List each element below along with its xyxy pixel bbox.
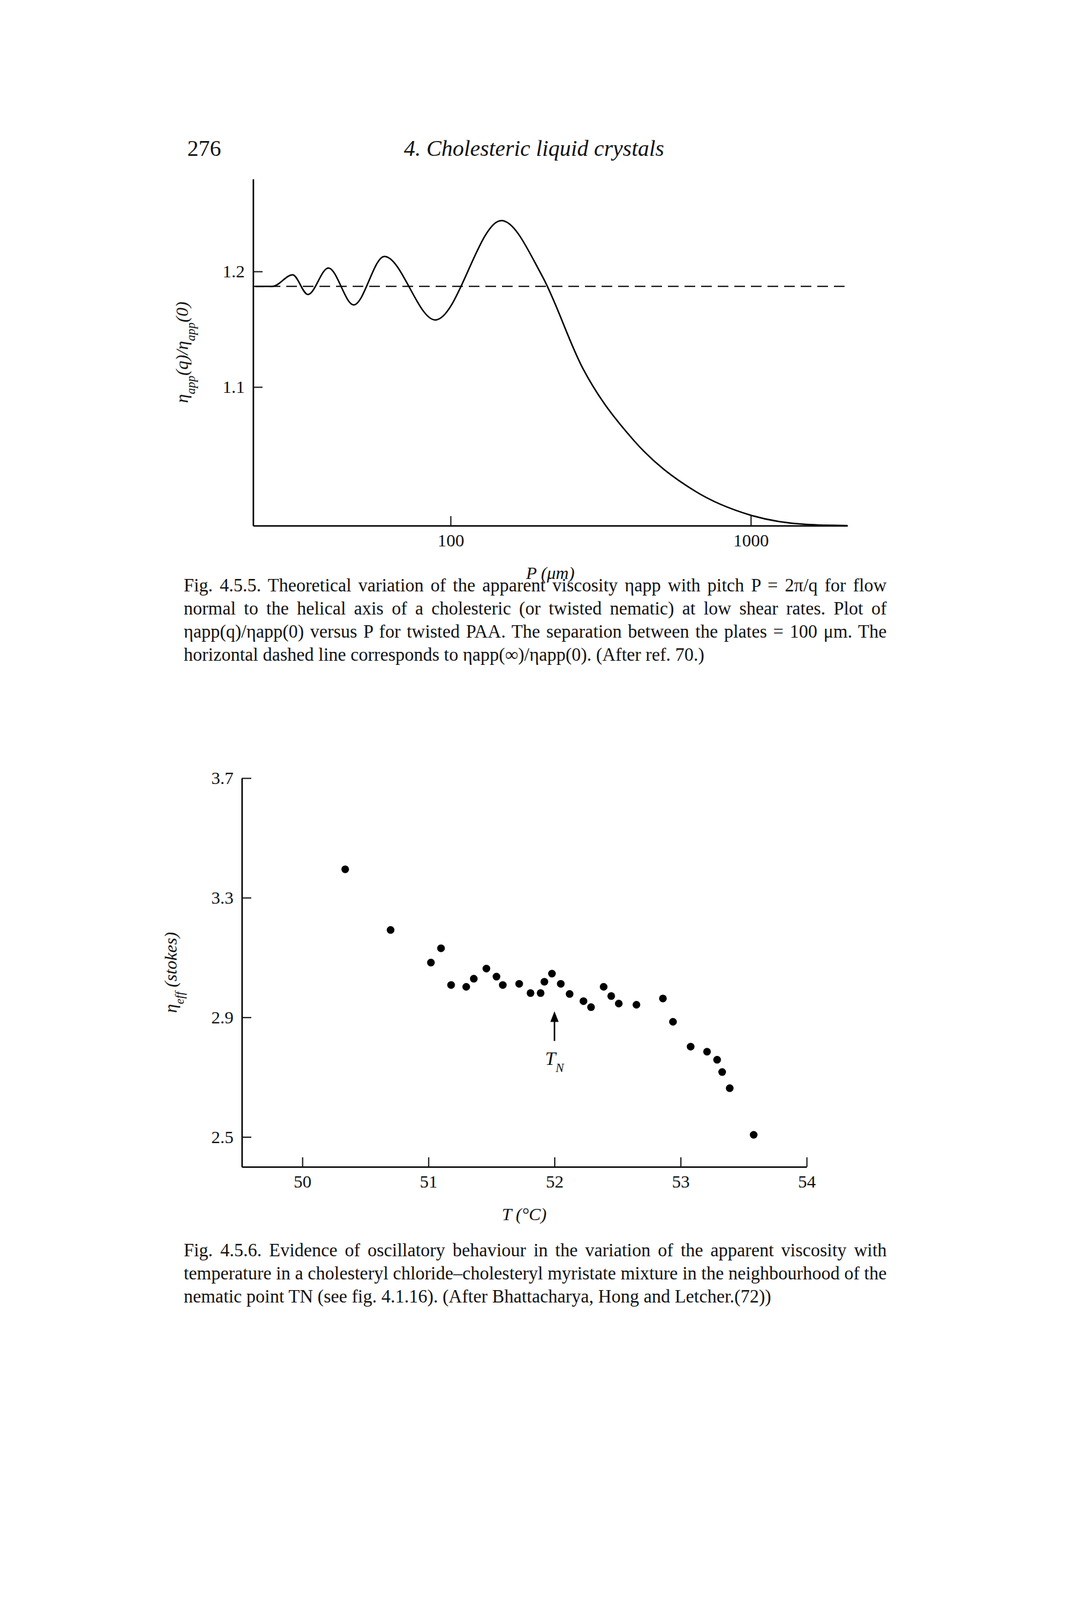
data-point [427, 958, 436, 967]
caption: Fig. 4.5.5. Theoretical variation of the… [183, 573, 887, 667]
y-tick: 1.2 [222, 261, 264, 281]
y-tick-mark [241, 1017, 252, 1019]
page-number: 276 [187, 135, 222, 162]
y-tick-label: 2.5 [211, 1127, 235, 1147]
x-tick-mark [750, 516, 752, 526]
data-point [669, 1018, 677, 1026]
y-axis-title: ηeff (stokes) [160, 932, 187, 1014]
data-point [749, 1131, 758, 1140]
data-point [712, 1056, 721, 1064]
y-axis: 2.5 2.9 3.3 3.7 [211, 768, 252, 1167]
x-tick: 53 [672, 1157, 690, 1192]
caption: Fig. 4.5.6. Evidence of oscillatory beha… [183, 1238, 887, 1309]
data-point [702, 1047, 711, 1056]
data-point [341, 865, 350, 874]
y-axis-title: ηapp(q)/ηapp(0) [171, 301, 198, 404]
x-tick: 50 [293, 1157, 312, 1192]
y-tick: 2.9 [211, 1007, 252, 1028]
x-axis-title: T (°C) [501, 1204, 548, 1225]
y-tick-label: 2.9 [211, 1007, 235, 1028]
x-tick-mark [450, 516, 452, 526]
y-axis: 1.1 1.2 [222, 179, 264, 527]
data-point [447, 981, 456, 990]
data-point [482, 964, 491, 973]
data-point [462, 983, 470, 991]
page-svg: 100 1000 1.1 1.2 P (μm) ηapp(q)/ηapp(0) 50 51 52… [0, 0, 1068, 1600]
x-tick-label: 50 [293, 1171, 312, 1192]
data-point [579, 997, 588, 1006]
y-tick-label: 1.2 [222, 261, 246, 281]
x-tick-mark [554, 1157, 556, 1167]
data-point [515, 980, 523, 988]
x-tick-mark [427, 1157, 430, 1167]
x-axis: 50 51 52 53 54 [242, 1157, 817, 1192]
chart: 100 1000 1.1 1.2 P (μm) ηapp(q)/ηapp(0) [171, 179, 849, 584]
data-point [632, 1001, 641, 1009]
data-point [726, 1084, 734, 1093]
x-tick-label: 1000 [733, 530, 769, 551]
data-point [526, 989, 535, 997]
data-point [659, 994, 667, 1003]
data-line [255, 220, 848, 526]
annotation-label: TN [545, 1047, 565, 1075]
x-axis-line [242, 1166, 808, 1169]
plot-area [341, 865, 758, 1139]
data-point [536, 989, 545, 997]
data-point [566, 990, 574, 999]
annotation: TN [545, 1011, 565, 1075]
y-tick-mark [241, 897, 252, 899]
data-point [548, 970, 556, 978]
data-point [469, 974, 478, 983]
data-point [599, 983, 608, 991]
x-tick-label: 100 [437, 530, 465, 551]
chart: 50 51 52 53 54 2.5 2.9 3.3 3.7 T (°C) ηeff (stokes… [160, 768, 817, 1225]
reference-line [253, 285, 848, 287]
data-point [557, 980, 565, 988]
data-point [387, 926, 395, 935]
y-tick: 3.7 [211, 768, 252, 788]
y-tick-mark [241, 1136, 252, 1138]
data-point [718, 1068, 727, 1077]
x-tick: 51 [419, 1157, 438, 1192]
data-point [492, 973, 501, 981]
y-tick: 3.3 [211, 887, 252, 908]
x-tick-mark [680, 1157, 682, 1167]
y-tick-label: 3.7 [211, 768, 235, 788]
y-tick-label: 3.3 [211, 887, 235, 908]
y-axis-line [252, 179, 255, 527]
data-point [607, 992, 616, 1000]
data-point [587, 1003, 596, 1012]
x-tick: 52 [545, 1157, 564, 1192]
x-tick-mark [302, 1157, 304, 1167]
x-axis-line [253, 525, 849, 527]
data-point [499, 981, 507, 990]
y-tick-mark [253, 271, 263, 273]
y-tick-mark [253, 387, 263, 389]
running-head: 4. Cholesteric liquid crystals [0, 135, 1068, 162]
x-tick-label: 52 [545, 1171, 564, 1192]
x-tick-mark [806, 1157, 808, 1167]
plot-area [253, 220, 848, 526]
annotation-arrow-head [550, 1011, 559, 1023]
y-tick-label: 1.1 [222, 376, 246, 397]
data-point [540, 977, 549, 986]
x-tick-label: 51 [419, 1171, 438, 1192]
data-point [437, 944, 446, 953]
x-tick: 54 [798, 1157, 817, 1192]
data-point [686, 1043, 695, 1051]
x-tick: 1000 [733, 516, 769, 551]
data-point [615, 999, 623, 1008]
x-tick: 100 [437, 516, 465, 551]
x-axis-title: P (μm) [525, 563, 575, 584]
y-axis-line [241, 778, 243, 1168]
y-tick-mark [241, 778, 252, 780]
y-tick: 1.1 [222, 376, 264, 397]
x-tick-label: 54 [798, 1171, 817, 1192]
x-tick-label: 53 [672, 1171, 690, 1192]
x-axis: 100 1000 [253, 516, 849, 551]
y-tick: 2.5 [211, 1127, 252, 1147]
